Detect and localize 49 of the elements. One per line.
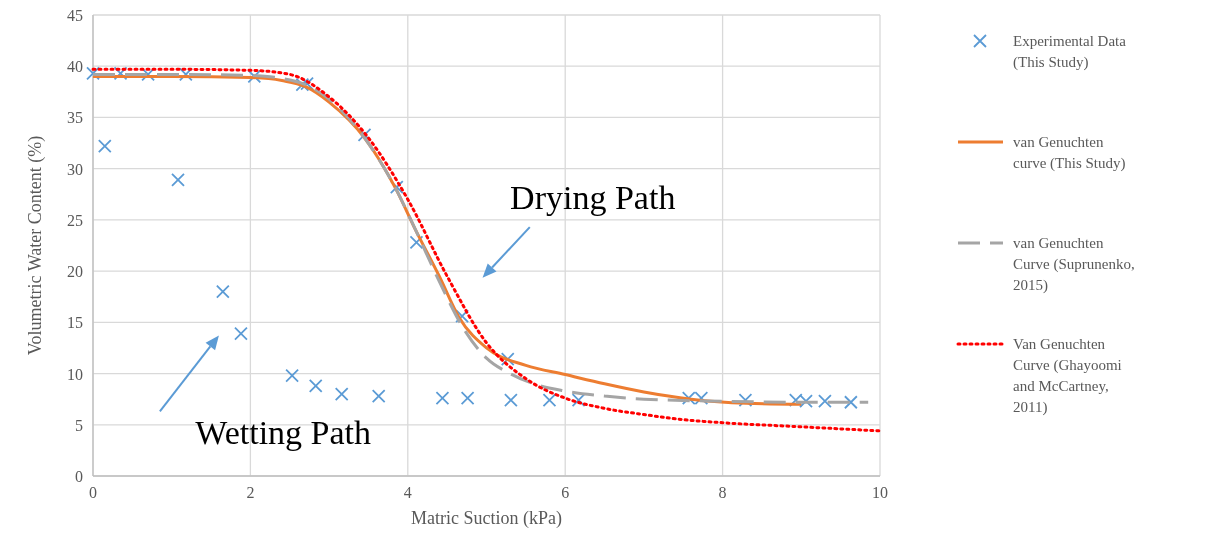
y-axis-title: Volumetric Water Content (%) xyxy=(25,135,46,356)
point xyxy=(285,368,300,383)
point xyxy=(371,389,386,403)
legend-label: van Genuchten curve (This Study) xyxy=(1013,134,1126,172)
x-tick-label: 4 xyxy=(403,484,412,501)
point xyxy=(843,395,858,410)
y-tick-label: 25 xyxy=(67,211,83,229)
point xyxy=(171,173,185,187)
x-tick-label: 10 xyxy=(872,484,888,501)
annotation: Drying Path xyxy=(510,178,676,216)
x-tick-label: 6 xyxy=(561,484,570,501)
y-tick-label: 40 xyxy=(67,58,83,76)
legend-label: Experimental Data (This Study) xyxy=(1013,33,1127,71)
point xyxy=(113,66,128,81)
point xyxy=(542,393,557,408)
point xyxy=(409,235,424,250)
point xyxy=(308,378,323,393)
point xyxy=(460,391,475,406)
y-tick-label: 20 xyxy=(67,263,83,281)
point xyxy=(300,76,314,91)
point xyxy=(334,387,349,401)
point xyxy=(455,309,469,324)
x-tick-label: 8 xyxy=(718,484,727,501)
point xyxy=(234,326,248,341)
x-tick-label: 2 xyxy=(246,484,255,501)
annotation: Wetting Path xyxy=(195,413,372,451)
x-tick-label: 0 xyxy=(89,484,97,501)
y-tick-label: 10 xyxy=(67,365,83,383)
point xyxy=(215,284,230,299)
point xyxy=(97,139,112,154)
y-tick-label: 5 xyxy=(75,416,83,434)
x-axis-title: Matric Suction (kPa) xyxy=(411,508,562,529)
y-tick-label: 15 xyxy=(67,314,83,332)
point xyxy=(178,67,193,82)
y-tick-label: 45 xyxy=(67,7,83,24)
point xyxy=(141,67,155,82)
point xyxy=(504,393,518,408)
point xyxy=(247,69,262,84)
y-tick-label: 35 xyxy=(67,109,83,127)
point xyxy=(86,66,100,81)
point xyxy=(435,391,450,406)
point xyxy=(818,394,832,409)
point xyxy=(295,77,310,92)
point xyxy=(500,352,515,367)
legend-label: van Genuchten Curve (Suprunenko, 2015) xyxy=(1013,235,1135,294)
point xyxy=(571,393,586,408)
y-tick-label: 0 xyxy=(75,468,83,485)
legend-label: Van Genuchten Curve (Ghayoomi and McCartney, 2011) xyxy=(1013,336,1122,416)
y-tick-label: 30 xyxy=(67,160,83,178)
